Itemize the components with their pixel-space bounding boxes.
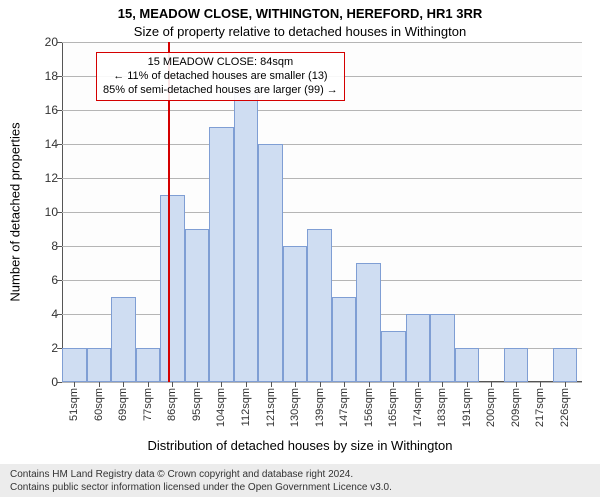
histogram-bar (455, 348, 480, 382)
x-tick-label: 156sqm (363, 388, 375, 427)
x-tick-mark (221, 382, 222, 387)
x-tick-mark (442, 382, 443, 387)
histogram-bar (406, 314, 431, 382)
histogram-bar (160, 195, 185, 382)
plot-area: 15 MEADOW CLOSE: 84sqm← 11% of detached … (62, 42, 582, 382)
y-tick-label: 20 (28, 35, 58, 49)
x-tick-mark (540, 382, 541, 387)
y-tick-label: 18 (28, 69, 58, 83)
annotation-line: ← 11% of detached houses are smaller (13… (103, 70, 338, 84)
x-tick-mark (148, 382, 149, 387)
y-tick-label: 2 (28, 341, 58, 355)
histogram-bar (356, 263, 381, 382)
x-tick-mark (271, 382, 272, 387)
x-tick-label: 165sqm (387, 388, 399, 427)
x-tick-mark (99, 382, 100, 387)
x-tick-mark (467, 382, 468, 387)
x-tick-label: 217sqm (534, 388, 546, 427)
x-tick-mark (516, 382, 517, 387)
histogram-bar (111, 297, 136, 382)
histogram-bar (234, 93, 259, 382)
x-tick-mark (565, 382, 566, 387)
footer-line1: Contains HM Land Registry data © Crown c… (10, 468, 592, 481)
x-tick-label: 174sqm (412, 388, 424, 427)
x-tick-label: 69sqm (117, 388, 129, 421)
footer-line2: Contains public sector information licen… (10, 481, 592, 494)
histogram-bar (332, 297, 357, 382)
x-tick-label: 121sqm (265, 388, 277, 427)
x-tick-label: 112sqm (240, 388, 252, 426)
gridline (62, 42, 582, 43)
footer-attribution: Contains HM Land Registry data © Crown c… (0, 464, 600, 497)
x-tick-mark (393, 382, 394, 387)
x-tick-label: 130sqm (289, 388, 301, 427)
x-tick-label: 226sqm (559, 388, 571, 427)
y-tick-label: 0 (28, 375, 58, 389)
x-tick-label: 200sqm (485, 388, 497, 427)
x-tick-label: 183sqm (436, 388, 448, 427)
y-tick-label: 16 (28, 103, 58, 117)
histogram-bar (62, 348, 87, 382)
histogram-bar (504, 348, 529, 382)
x-tick-mark (320, 382, 321, 387)
x-tick-mark (369, 382, 370, 387)
y-tick-label: 14 (28, 137, 58, 151)
gridline (62, 212, 582, 213)
histogram-bar (87, 348, 112, 382)
gridline (62, 144, 582, 145)
annotation-line: 85% of semi-detached houses are larger (… (103, 84, 338, 98)
histogram-bar (307, 229, 332, 382)
x-tick-mark (172, 382, 173, 387)
y-tick-label: 6 (28, 273, 58, 287)
gridline (62, 110, 582, 111)
chart-title-line2: Size of property relative to detached ho… (0, 24, 600, 39)
x-tick-mark (197, 382, 198, 387)
x-tick-mark (491, 382, 492, 387)
x-tick-label: 77sqm (142, 388, 154, 421)
x-tick-label: 139sqm (314, 388, 326, 427)
y-axis-label: Number of detached properties (8, 122, 23, 301)
x-tick-mark (246, 382, 247, 387)
annotation-line: 15 MEADOW CLOSE: 84sqm (103, 56, 338, 70)
x-tick-label: 51sqm (68, 388, 80, 421)
x-tick-label: 86sqm (166, 388, 178, 421)
chart-title-line1: 15, MEADOW CLOSE, WITHINGTON, HEREFORD, … (0, 6, 600, 21)
x-tick-label: 191sqm (461, 388, 473, 427)
histogram-bar (381, 331, 406, 382)
y-tick-label: 4 (28, 307, 58, 321)
x-tick-label: 209sqm (510, 388, 522, 427)
histogram-bar (553, 348, 578, 382)
histogram-bar (185, 229, 210, 382)
x-tick-mark (344, 382, 345, 387)
x-tick-mark (418, 382, 419, 387)
histogram-bar (258, 144, 283, 382)
histogram-bar (136, 348, 161, 382)
histogram-bar (209, 127, 234, 382)
annotation-box: 15 MEADOW CLOSE: 84sqm← 11% of detached … (96, 52, 345, 101)
y-tick-label: 10 (28, 205, 58, 219)
x-tick-mark (123, 382, 124, 387)
x-axis-label: Distribution of detached houses by size … (0, 438, 600, 453)
histogram-chart: 15, MEADOW CLOSE, WITHINGTON, HEREFORD, … (0, 0, 600, 500)
histogram-bar (283, 246, 308, 382)
gridline (62, 178, 582, 179)
x-tick-label: 95sqm (191, 388, 203, 421)
y-tick-label: 12 (28, 171, 58, 185)
x-tick-label: 147sqm (338, 388, 350, 427)
x-tick-mark (74, 382, 75, 387)
histogram-bar (430, 314, 455, 382)
x-tick-mark (295, 382, 296, 387)
x-tick-label: 104sqm (215, 388, 227, 427)
x-tick-label: 60sqm (93, 388, 105, 421)
y-tick-label: 8 (28, 239, 58, 253)
